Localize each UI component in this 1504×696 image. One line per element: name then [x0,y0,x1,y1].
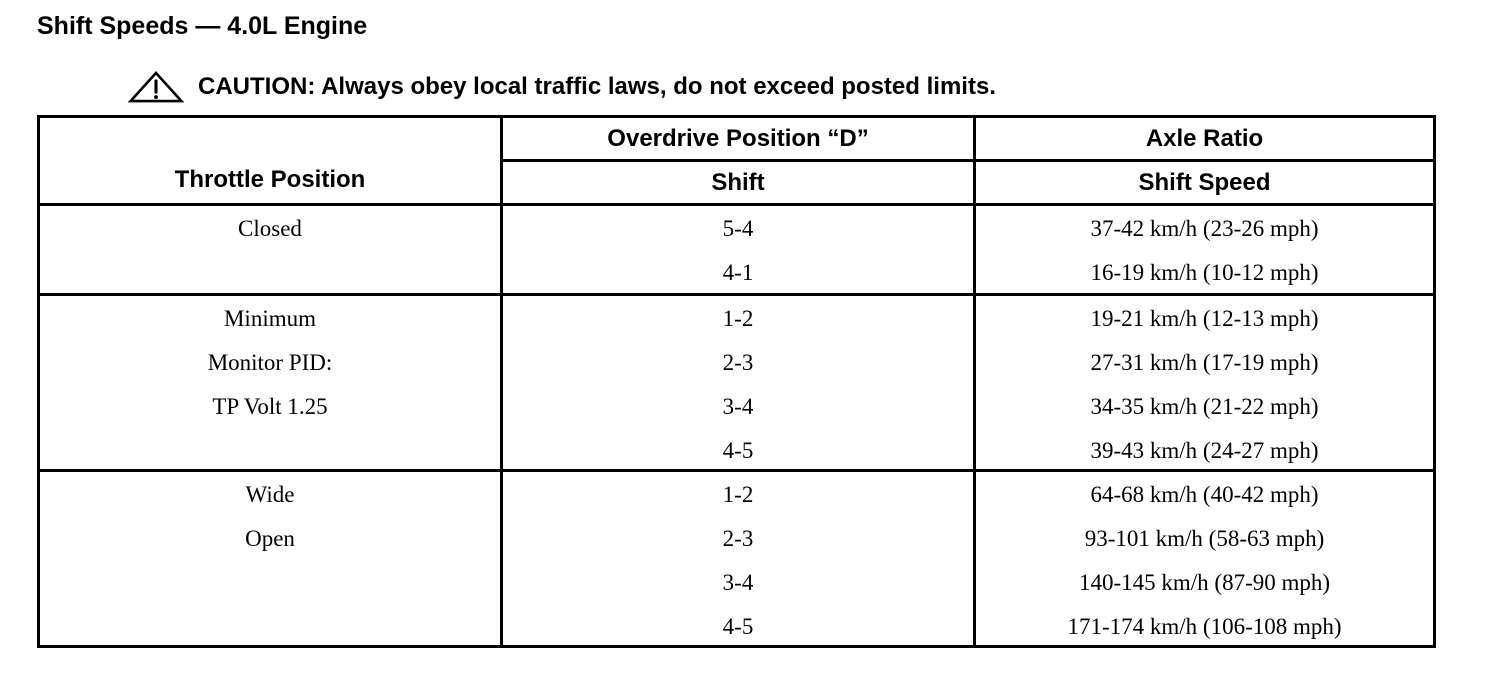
table-value: 5-4 [722,216,754,241]
table-value: 1-2 [722,482,754,507]
shift-speeds-table: Throttle Position Overdrive Position “D”… [37,115,1436,648]
column-group-header-overdrive-position: Overdrive Position “D” [500,118,973,159]
column-header-throttle-position: Throttle Position [40,118,500,203]
table-value: 171-174 km/h (106-108 mph) [1067,614,1342,639]
table-value: Minimum [223,306,316,331]
table-cell-throttle-minimum: Minimum Monitor PID: TP Volt 1.25 [40,293,500,469]
column-header-shift-speed-label: Shift Speed [1138,168,1271,196]
table-value: 27-31 km/h (17-19 mph) [1090,350,1319,375]
table-value: 4-5 [722,614,754,639]
table-cell-speeds-wide-open: 64-68 km/h (40-42 mph) 93-101 km/h (58-6… [973,469,1433,645]
table-value: Open [245,526,295,551]
caution-text: CAUTION: Always obey local traffic laws,… [198,73,996,100]
table-cell-speeds-minimum: 19-21 km/h (12-13 mph) 27-31 km/h (17-19… [973,293,1433,469]
column-header-shift-label: Shift [711,168,765,196]
table-cell-shifts-wide-open: 1-2 2-3 3-4 4-5 [500,469,973,645]
table-cell-speeds-closed: 37-42 km/h (23-26 mph) 16-19 km/h (10-12… [973,203,1433,293]
column-header-throttle-position-label: Throttle Position [174,166,366,193]
table-cell-shifts-closed: 5-4 4-1 [500,203,973,293]
table-value: 1-2 [722,306,754,331]
warning-triangle-icon [128,71,184,103]
table-value: 140-145 km/h (87-90 mph) [1078,570,1331,595]
column-header-shift-speed: Shift Speed [973,159,1433,203]
table-value: 2-3 [722,350,754,375]
table-value: 16-19 km/h (10-12 mph) [1090,260,1319,285]
table-value: 93-101 km/h (58-63 mph) [1084,526,1325,551]
column-header-shift: Shift [500,159,973,203]
table-value: Closed [238,216,302,241]
table-value: 4-1 [722,260,754,285]
caution-note: CAUTION: Always obey local traffic laws,… [128,70,996,104]
table-value: Wide [245,482,295,507]
table-value: 37-42 km/h (23-26 mph) [1090,216,1319,241]
table-value: 3-4 [722,394,754,419]
column-group-header-overdrive-label: Overdrive Position “D” [607,124,869,152]
table-cell-throttle-closed: Closed [40,203,500,293]
column-group-header-axle-ratio: Axle Ratio [973,118,1433,159]
table-value: 64-68 km/h (40-42 mph) [1090,482,1319,507]
table-value: Monitor PID: [207,350,333,375]
table-value: 3-4 [722,570,754,595]
table-cell-shifts-minimum: 1-2 2-3 3-4 4-5 [500,293,973,469]
table-value: 2-3 [722,526,754,551]
table-value: 4-5 [722,438,754,463]
table-value: 39-43 km/h (24-27 mph) [1090,438,1319,463]
table-value: 34-35 km/h (21-22 mph) [1090,394,1319,419]
column-group-header-axle-ratio-label: Axle Ratio [1145,124,1264,152]
table-value: 19-21 km/h (12-13 mph) [1090,306,1319,331]
page-title: Shift Speeds — 4.0L Engine [37,12,368,40]
table-cell-throttle-wide-open: Wide Open [40,469,500,645]
table-value: TP Volt 1.25 [212,394,328,419]
